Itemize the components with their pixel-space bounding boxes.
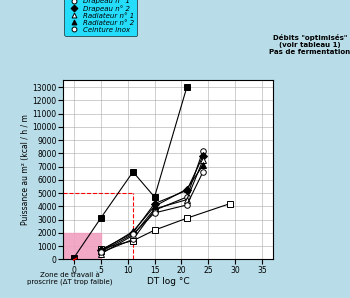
- X-axis label: DT log °C: DT log °C: [147, 277, 189, 286]
- Text: Débits "optimisés"
(voir tableau 1)
Pas de fermentation: Débits "optimisés" (voir tableau 1) Pas …: [269, 34, 350, 55]
- Text: Zone de travail à
proscrire (ΔT trop faible): Zone de travail à proscrire (ΔT trop fai…: [27, 272, 113, 285]
- Y-axis label: Puissance au m² (kcal / h / m: Puissance au m² (kcal / h / m: [21, 114, 30, 225]
- Legend: Serpentin inox, Optivin, Drapeau n° 1, Drapeau n° 2, Radiateur n° 1, Radiateur n: Serpentin inox, Optivin, Drapeau n° 1, D…: [64, 0, 137, 36]
